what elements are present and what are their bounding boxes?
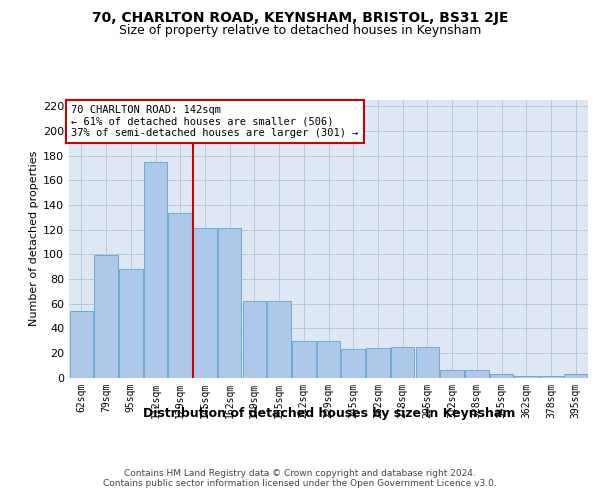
Text: Distribution of detached houses by size in Keynsham: Distribution of detached houses by size … xyxy=(143,408,515,420)
Bar xyxy=(341,349,365,378)
Bar xyxy=(514,376,538,378)
Bar xyxy=(465,370,488,378)
Text: Contains HM Land Registry data © Crown copyright and database right 2024.
Contai: Contains HM Land Registry data © Crown c… xyxy=(103,469,497,488)
Text: Size of property relative to detached houses in Keynsham: Size of property relative to detached ho… xyxy=(119,24,481,37)
Bar xyxy=(70,311,93,378)
Bar xyxy=(539,376,563,378)
Bar xyxy=(193,228,217,378)
Bar xyxy=(416,346,439,378)
Bar xyxy=(292,340,316,378)
Bar xyxy=(119,269,143,378)
Bar xyxy=(268,301,291,378)
Bar xyxy=(366,348,389,378)
Bar xyxy=(440,370,464,378)
Bar xyxy=(564,374,587,378)
Bar xyxy=(94,256,118,378)
Y-axis label: Number of detached properties: Number of detached properties xyxy=(29,151,39,326)
Bar xyxy=(490,374,513,378)
Bar xyxy=(169,214,192,378)
Bar xyxy=(242,301,266,378)
Text: 70, CHARLTON ROAD, KEYNSHAM, BRISTOL, BS31 2JE: 70, CHARLTON ROAD, KEYNSHAM, BRISTOL, BS… xyxy=(92,11,508,25)
Text: 70 CHARLTON ROAD: 142sqm
← 61% of detached houses are smaller (506)
37% of semi-: 70 CHARLTON ROAD: 142sqm ← 61% of detach… xyxy=(71,105,359,138)
Bar xyxy=(144,162,167,378)
Bar xyxy=(218,228,241,378)
Bar xyxy=(391,346,415,378)
Bar xyxy=(317,340,340,378)
